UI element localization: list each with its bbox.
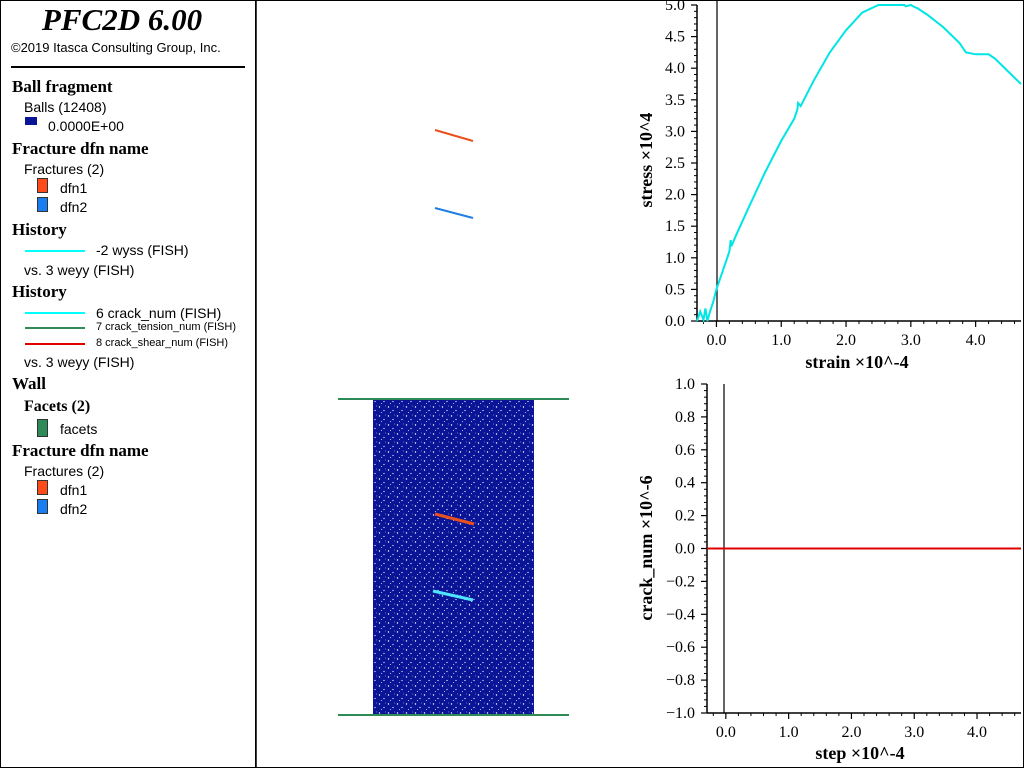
app-title: PFC2D 6.00 [41,2,203,37]
legend-heading-history: History [12,220,67,239]
legend-balls-count: Balls (12408) [24,99,107,115]
dfn2-color-swatch-2 [37,499,48,514]
crack-num-line-swatch [25,312,85,314]
crack-x-tick-label: 4.0 [967,724,987,741]
stress-y-tick-label: 2.5 [665,155,685,172]
ball-color-swatch [25,117,37,125]
legend-vs-weyy-label: vs. 3 weyy (FISH) [24,262,135,278]
stress-x-axis-label: strain ×10^-4 [805,352,908,372]
crack-y-tick-label: 0.8 [675,409,695,426]
crack-y-tick-label: 0.0 [675,541,695,558]
legend-heading-ball-fragment: Ball fragment [12,77,113,96]
crack-y-tick-label: −0.6 [666,639,695,656]
crack-x-tick-label: 2.0 [841,724,861,741]
stress-y-tick-label: 3.5 [665,92,685,109]
stress-history-line-swatch [25,250,85,252]
crack-y-tick-label: −0.4 [666,606,695,623]
stress-y-tick-label: 0.5 [665,281,685,298]
stress-y-axis-label: stress ×10^4 [636,113,656,208]
crack-x-tick-label: 1.0 [779,724,799,741]
crack-y-axis-label: crack_num ×10^-6 [636,475,656,620]
stress-y-tick-label: 4.0 [665,60,685,77]
crack-x-tick-label: 3.0 [904,724,924,741]
crack-y-tick-label: 0.6 [675,442,695,459]
legend-vs-weyy-label-2: vs. 3 weyy (FISH) [24,354,135,370]
crack-y-tick-label: 1.0 [675,376,695,393]
stress-y-tick-label: 0.0 [665,313,685,330]
legend-panel: PFC2D 6.00 ©2019 Itasca Consulting Group… [0,0,256,768]
legend-ball-value: 0.0000E+00 [48,118,124,134]
legend-facets-heading: Facets (2) [24,398,91,415]
stress-x-tick-label: 1.0 [771,332,791,349]
legend-dfn1-label: dfn1 [60,180,88,196]
legend-heading-wall: Wall [12,374,47,393]
legend-facets-label: facets [60,421,98,437]
crack-y-tick-label: −0.2 [666,573,695,590]
legend-fractures-count-2: Fractures (2) [24,463,105,479]
crack-num-chart: −1.0 −0.8 −0.6 −0.4 −0.2 0.0 0.2 0.4 0.6 0.8 1.0 0… [636,376,1021,763]
dfn2-color-swatch [37,197,48,212]
legend-dfn1-label-2: dfn1 [60,482,88,498]
ball-specimen [373,399,534,715]
legend-crack-shear-label: 8 crack_shear_num (FISH) [96,337,229,349]
stress-y-tick-label: 1.5 [665,218,685,235]
crack-y-tick-label: −1.0 [666,705,695,722]
crack-tension-line-swatch [25,327,85,329]
copyright-text: ©2019 Itasca Consulting Group, Inc. [11,40,221,55]
stress-y-tick-label: 2.0 [665,187,685,204]
stress-x-tick-label: 2.0 [836,332,856,349]
stress-y-tick-label: 4.5 [665,29,685,46]
legend-dfn2-label-2: dfn2 [60,501,88,517]
legend-crack-tension-label: 7 crack_tension_num (FISH) [96,321,236,333]
legend-heading-fracture-dfn: Fracture dfn name [12,139,149,158]
crack-y-tick-label: 0.2 [675,508,695,525]
stress-x-tick-label: 3.0 [901,332,921,349]
crack-y-tick-label: −0.8 [666,672,695,689]
dfn1-fracture-specimen [434,512,475,526]
crack-shear-line-swatch [25,343,85,345]
legend-crack-num-label: 6 crack_num (FISH) [96,305,222,321]
dfn2-fracture-specimen [432,589,474,602]
crack-x-tick-label: 0.0 [716,724,736,741]
crack-y-tick-label: 0.4 [675,475,695,492]
stress-y-tick-label: 3.0 [665,123,685,140]
legend-heading-history-2: History [12,282,67,301]
legend-wyss-label: -2 wyss (FISH) [96,242,189,258]
dfn1-color-swatch-2 [37,480,48,495]
facets-color-swatch [37,419,48,437]
legend-divider [11,66,245,68]
legend-fractures-count: Fractures (2) [24,161,105,177]
stress-curve [696,3,1022,324]
stress-y-tick-label: 5.0 [665,0,685,14]
stress-y-tick-label: 1.0 [665,250,685,267]
legend-heading-fracture-dfn-2: Fracture dfn name [12,441,149,460]
legend-dfn2-label: dfn2 [60,199,88,215]
dfn1-fracture-upper [434,129,474,142]
stress-strain-chart: 0.0 0.5 1.0 1.5 2.0 2.5 3.0 3.5 4.0 4.5 5.0 0.0 1.0… [636,0,1022,372]
stress-x-tick-label: 0.0 [706,332,726,349]
dfn2-fracture-upper [434,207,474,219]
stress-x-tick-label: 4.0 [966,332,986,349]
dfn1-color-swatch [37,178,48,193]
crack-x-axis-label: step ×10^-4 [815,743,904,763]
